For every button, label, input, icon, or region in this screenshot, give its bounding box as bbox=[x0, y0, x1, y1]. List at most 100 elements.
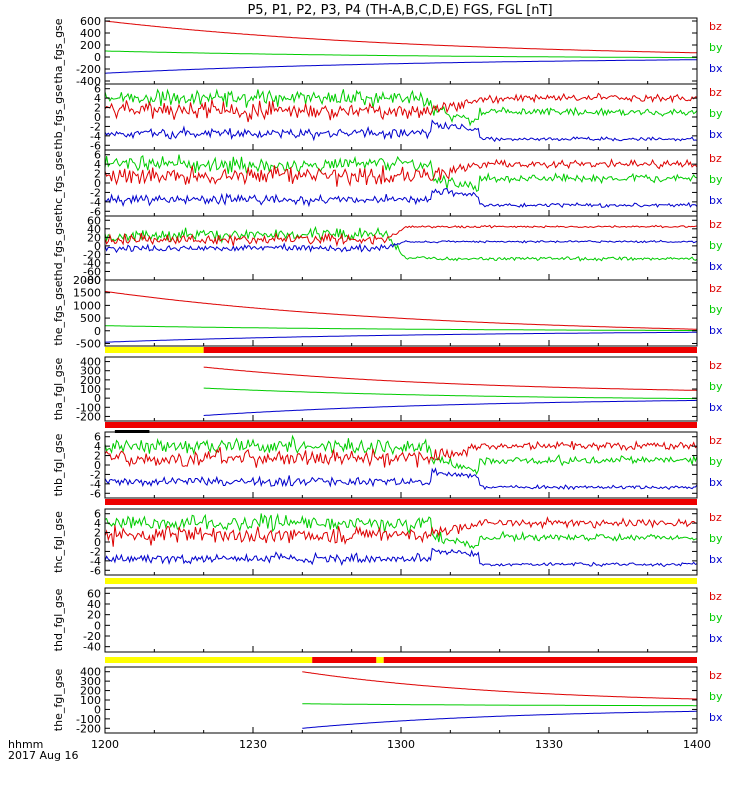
the_fgs_gse-ylabel: the_fgs_gse bbox=[52, 280, 65, 345]
tha_fgs_gse-ytick-label-3: 0 bbox=[94, 51, 101, 64]
tha_fgl_gse-ytick-label-4: 0 bbox=[94, 392, 101, 405]
thc_fgl_gse-frame bbox=[104, 508, 698, 576]
thd_fgs_gse-ytick-label-2: 20 bbox=[87, 231, 101, 244]
thd_fgl_gse-frame bbox=[104, 587, 698, 653]
thd_fgl_gse-ytick-label-0: 60 bbox=[87, 587, 101, 600]
time-tick-label-1300: 1300 bbox=[387, 738, 415, 751]
thb_fgs_gse-legend-bz: bz bbox=[709, 86, 722, 99]
tha-flag-segment-1 bbox=[203, 347, 697, 353]
thc_fgl_gse-ytick-label-2: 2 bbox=[94, 527, 101, 540]
thc_fgl_gse-legend-bz: bz bbox=[709, 511, 722, 524]
the_fgl_gse-by-line bbox=[302, 703, 697, 707]
thd_fgs_gse-ytick-label-6: -60 bbox=[83, 265, 101, 278]
thd_fgs_gse-ytick-label-3: 0 bbox=[94, 240, 101, 253]
thd_fgs_gse-ylabel: thd_fgs_gse bbox=[52, 215, 65, 281]
thd_fgs_gse-ytick-label-4: -20 bbox=[83, 248, 101, 261]
tha_fgl_gse-by-line bbox=[203, 387, 697, 400]
thb-flag-segment-0 bbox=[105, 422, 697, 428]
thc_fgs_gse-ytick-label-2: 2 bbox=[94, 168, 101, 181]
thd_fgs_gse-frame bbox=[104, 215, 698, 281]
thb_fgl_gse-ytick-label-5: -4 bbox=[90, 478, 101, 491]
thb_fgs_gse-ytick-label-4: -2 bbox=[90, 120, 101, 133]
time-axis-label-date: 2017 Aug 16 bbox=[8, 749, 78, 762]
thb_fgl_gse-ytick-label-2: 2 bbox=[94, 450, 101, 463]
thb_fgs_gse-legend-by: by bbox=[709, 107, 723, 120]
tha_fgl_gse-ytick-label-6: -200 bbox=[76, 410, 101, 423]
thc_fgl_gse-by-line bbox=[104, 512, 698, 549]
thc_fgs_gse-legend-bx: bx bbox=[709, 194, 723, 207]
tha_fgs_gse-ytick-label-0: 600 bbox=[80, 15, 101, 28]
tha_fgl_gse-legend-bx: bx bbox=[709, 401, 723, 414]
the_fgl_gse-ytick-label-0: 400 bbox=[80, 666, 101, 679]
thb_fgl_gse-frame bbox=[104, 431, 698, 499]
thc_fgl_gse-ytick-label-3: 0 bbox=[94, 536, 101, 549]
thd_fgs_gse-ytick-label-5: -40 bbox=[83, 257, 101, 270]
the_fgs_gse-by-line bbox=[105, 325, 697, 331]
time-tick-label-1400: 1400 bbox=[683, 738, 711, 751]
the_fgl_gse-ytick-label-2: 200 bbox=[80, 685, 101, 698]
the_fgl_gse-ylabel: the_fgl_gse bbox=[52, 669, 65, 732]
thc_fgl_gse-ytick-label-4: -2 bbox=[90, 545, 101, 558]
plot-title: P5, P1, P2, P3, P4 (TH-A,B,C,D,E) FGS, F… bbox=[247, 3, 552, 18]
the_fgl_gse-frame bbox=[104, 666, 698, 734]
the_fgl_gse-ytick-label-1: 300 bbox=[80, 675, 101, 688]
time-axis-label-hhmm: hhmm bbox=[8, 738, 43, 751]
tha_fgl_gse-legend-by: by bbox=[709, 380, 723, 393]
thd_fgl_gse-ylabel: thd_fgl_gse bbox=[52, 588, 65, 651]
tha_fgl_gse-bx-line bbox=[203, 399, 697, 416]
thd_fgs_gse-ytick-label-7: -80 bbox=[83, 274, 101, 287]
thb_fgl_gse-ytick-label-6: -6 bbox=[90, 487, 101, 500]
tha_fgl_gse-ytick-label-1: 300 bbox=[80, 365, 101, 378]
thb_fgs_gse-ytick-label-6: -6 bbox=[90, 139, 101, 152]
thd_fgs_gse-legend-by: by bbox=[709, 239, 723, 252]
the_fgs_gse-bz-line bbox=[104, 290, 697, 330]
tha_fgs_gse-legend-by: by bbox=[709, 41, 723, 54]
tha-flag-segment-0 bbox=[105, 347, 204, 353]
thb_fgl_gse-bz-line bbox=[104, 440, 698, 468]
thc_fgs_gse-legend-bz: bz bbox=[709, 152, 722, 165]
thd_fgs_gse-by-line bbox=[104, 225, 698, 262]
the_fgs_gse-ytick-label-4: 0 bbox=[94, 325, 101, 338]
the_fgl_gse-bz-line bbox=[302, 671, 698, 700]
thb_fgs_gse-by-line bbox=[104, 88, 698, 127]
tha_fgs_gse-ytick-label-1: 400 bbox=[80, 27, 101, 40]
thb_fgl_gse-by-line bbox=[104, 434, 698, 476]
the_fgl_gse-legend-bx: bx bbox=[709, 711, 723, 724]
tha_fgs_gse-legend-bx: bx bbox=[709, 62, 723, 75]
thb-flag-marker bbox=[114, 430, 150, 433]
thd_fgl_gse-legend-bx: bx bbox=[709, 632, 723, 645]
tha_fgl_gse-ylabel: tha_fgl_gse bbox=[52, 358, 65, 421]
thb_fgs_gse-ytick-label-2: 2 bbox=[94, 102, 101, 115]
tha_fgl_gse-ytick-label-5: -100 bbox=[76, 401, 101, 414]
tha_fgs_gse-ylabel: tha_fgs_gse bbox=[52, 18, 65, 83]
tha_fgl_gse-ytick-label-0: 400 bbox=[80, 356, 101, 369]
the_fgs_gse-ytick-label-3: 500 bbox=[80, 312, 101, 325]
tha_fgl_gse-bz-line bbox=[203, 366, 698, 391]
thb_fgl_gse-ylabel: thb_fgl_gse bbox=[52, 433, 65, 496]
time-tick-label-1200: 1200 bbox=[91, 738, 119, 751]
thc_fgl_gse-bx-line bbox=[104, 547, 698, 568]
tha_fgs_gse-ytick-label-4: -200 bbox=[76, 63, 101, 76]
thc_fgs_gse-ylabel: thc_fgs_gse bbox=[52, 151, 65, 216]
thc_fgs_gse-bx-line bbox=[104, 188, 698, 209]
tha_fgl_gse-ytick-label-2: 200 bbox=[80, 374, 101, 387]
thd_fgs_gse-bx-line bbox=[104, 239, 698, 254]
the_fgs_gse-ytick-label-2: 1000 bbox=[73, 299, 101, 312]
thb_fgl_gse-bx-line bbox=[104, 467, 698, 491]
the_fgl_gse-legend-by: by bbox=[709, 690, 723, 703]
tha_fgl_gse-ytick-label-3: 100 bbox=[80, 383, 101, 396]
tha_fgs_gse-ytick-label-2: 200 bbox=[80, 39, 101, 52]
thc_fgs_gse-ytick-label-3: 0 bbox=[94, 177, 101, 190]
thc_fgl_gse-ytick-label-1: 4 bbox=[94, 517, 101, 530]
thc_fgl_gse-ylabel: thc_fgl_gse bbox=[52, 511, 65, 573]
thc_fgl_gse-ytick-label-0: 6 bbox=[94, 508, 101, 521]
thd_fgl_gse-legend-by: by bbox=[709, 611, 723, 624]
